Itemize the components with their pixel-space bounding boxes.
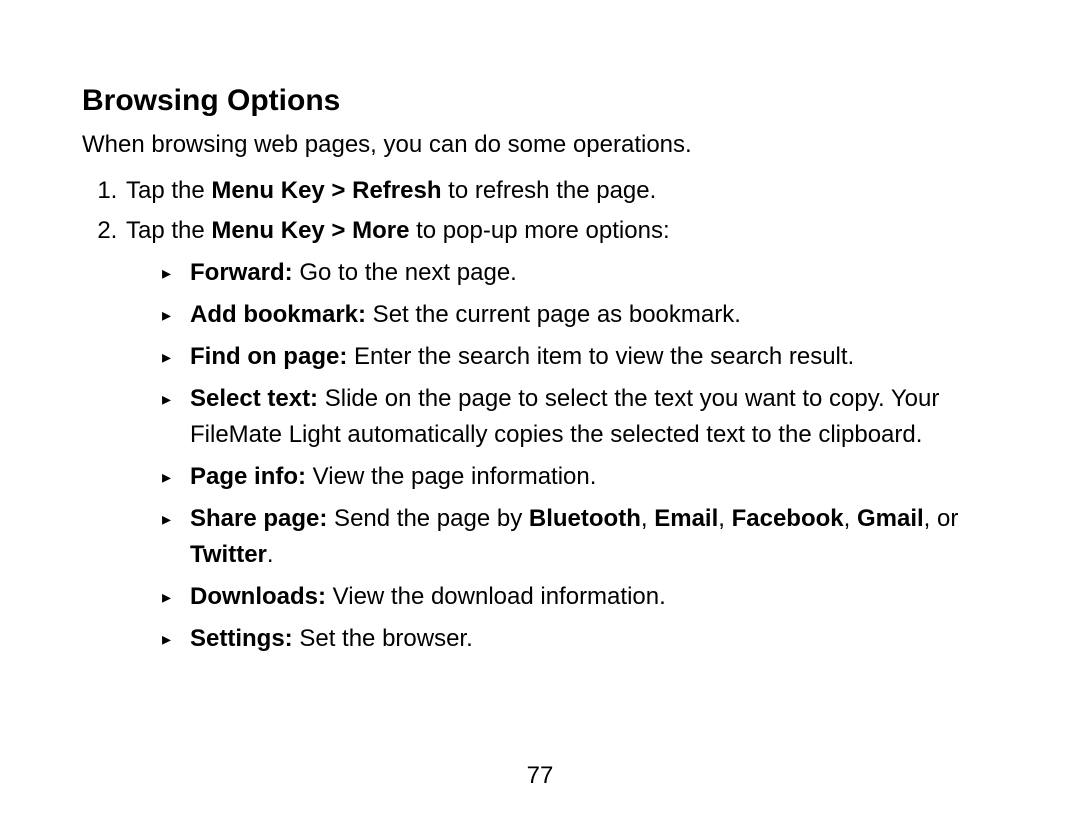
step-1-pre: Tap the <box>126 177 211 204</box>
option-downloads-label: Downloads: <box>190 583 326 610</box>
step-2-bold: Menu Key > More <box>211 217 409 244</box>
steps-list: Tap the Menu Key > Refresh to refresh th… <box>82 173 1000 657</box>
option-page-info: Page info: View the page information. <box>162 459 1000 495</box>
share-facebook: Facebook <box>732 505 844 532</box>
step-1: Tap the Menu Key > Refresh to refresh th… <box>124 173 1000 209</box>
manual-page: Browsing Options When browsing web pages… <box>0 0 1080 822</box>
option-downloads: Downloads: View the download information… <box>162 579 1000 615</box>
step-2-pre: Tap the <box>126 217 211 244</box>
option-forward-label: Forward: <box>190 259 293 286</box>
option-settings-text: Set the browser. <box>293 625 473 652</box>
option-settings: Settings: Set the browser. <box>162 621 1000 657</box>
option-find-on-page-text: Enter the search item to view the search… <box>347 343 854 370</box>
step-1-post: to refresh the page. <box>441 177 656 204</box>
option-select-text-label: Select text: <box>190 385 318 412</box>
share-twitter: Twitter <box>190 541 267 568</box>
option-forward: Forward: Go to the next page. <box>162 255 1000 291</box>
option-find-on-page-label: Find on page: <box>190 343 347 370</box>
option-add-bookmark-label: Add bookmark: <box>190 301 366 328</box>
share-c4: , or <box>924 505 959 532</box>
share-c5: . <box>267 541 274 568</box>
option-settings-label: Settings: <box>190 625 293 652</box>
step-2: Tap the Menu Key > More to pop-up more o… <box>124 213 1000 657</box>
step-1-bold: Menu Key > Refresh <box>211 177 441 204</box>
share-bluetooth: Bluetooth <box>529 505 641 532</box>
section-heading: Browsing Options <box>82 84 1000 118</box>
share-c2: , <box>718 505 731 532</box>
page-number: 77 <box>0 762 1080 790</box>
share-gmail: Gmail <box>857 505 924 532</box>
option-add-bookmark: Add bookmark: Set the current page as bo… <box>162 297 1000 333</box>
share-email: Email <box>654 505 718 532</box>
share-c1: , <box>641 505 654 532</box>
option-share-page-label: Share page: <box>190 505 327 532</box>
option-add-bookmark-text: Set the current page as bookmark. <box>366 301 741 328</box>
option-page-info-text: View the page information. <box>306 463 596 490</box>
option-select-text: Select text: Slide on the page to select… <box>162 381 1000 453</box>
option-forward-text: Go to the next page. <box>293 259 517 286</box>
intro-text: When browsing web pages, you can do some… <box>82 128 1000 163</box>
option-share-page: Share page: Send the page by Bluetooth , … <box>162 501 1000 573</box>
more-options-list: Forward: Go to the next page. Add bookma… <box>126 255 1000 657</box>
option-downloads-text: View the download information. <box>326 583 666 610</box>
step-2-post: to pop-up more options: <box>409 217 669 244</box>
option-page-info-label: Page info: <box>190 463 306 490</box>
share-c3: , <box>844 505 857 532</box>
option-find-on-page: Find on page: Enter the search item to v… <box>162 339 1000 375</box>
share-pre: Send the page by <box>327 505 529 532</box>
